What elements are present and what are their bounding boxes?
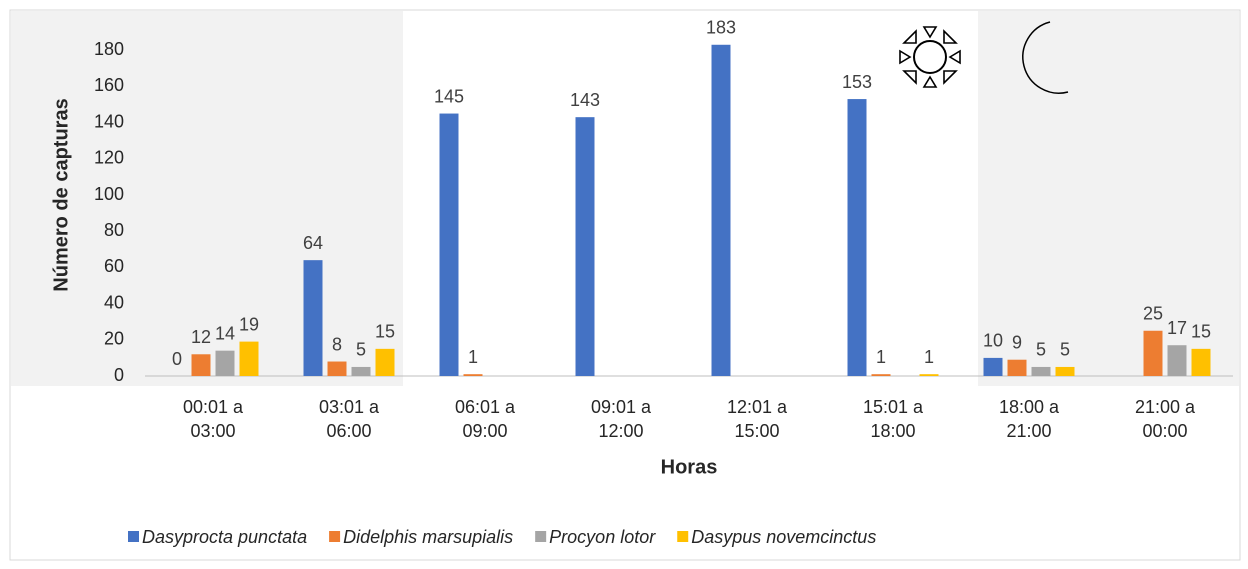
legend-swatch: [128, 531, 139, 542]
bar: [919, 374, 939, 376]
value-label: 5: [1060, 340, 1070, 360]
bar: [375, 348, 395, 376]
x-tick-label: 12:01 a 15:00: [727, 397, 788, 441]
legend-swatch: [329, 531, 341, 542]
x-tick-label: 03:01 a 06:00: [319, 397, 380, 441]
x-tick-label: 21:00 a 00:00: [1135, 397, 1196, 441]
legend-label: Dasypus novemcinctus: [691, 527, 876, 547]
sun-icon: [899, 26, 961, 88]
value-label: 25: [1143, 304, 1163, 324]
bar: [1191, 348, 1211, 376]
y-tick-label: 20: [104, 329, 124, 349]
bar: [351, 366, 371, 376]
bar: [1167, 345, 1187, 376]
x-tick-label: 06:01 a 09:00: [455, 397, 516, 441]
x-tick-label: 09:01 a 12:00: [591, 397, 652, 441]
y-tick-label: 160: [94, 75, 124, 95]
moon-icon: [1022, 21, 1069, 94]
value-label: 153: [842, 72, 872, 92]
bar: [711, 44, 731, 377]
bar: [1007, 359, 1027, 376]
bar: [1055, 366, 1075, 376]
bar: [463, 374, 483, 376]
value-label: 143: [570, 90, 600, 110]
legend-label: Dasyprocta punctata: [142, 527, 307, 547]
night-shade: [11, 11, 403, 386]
value-label: 1: [876, 347, 886, 367]
bar: [191, 354, 211, 376]
value-label: 15: [1191, 322, 1211, 342]
night-shade: [978, 11, 1239, 386]
bar: [1031, 366, 1051, 376]
bar: [575, 117, 595, 377]
y-tick-label: 180: [94, 39, 124, 59]
value-label: 8: [332, 334, 342, 354]
value-label: 0: [172, 349, 182, 369]
value-label: 183: [706, 18, 736, 38]
value-label: 5: [356, 340, 366, 360]
value-label: 1: [468, 347, 478, 367]
bar: [983, 357, 1003, 376]
value-label: 15: [375, 322, 395, 342]
y-tick-label: 0: [114, 365, 124, 385]
y-tick-label: 40: [104, 292, 124, 312]
value-label: 19: [239, 314, 259, 334]
y-tick-label: 140: [94, 111, 124, 131]
x-tick-label: 15:01 a 18:00: [863, 397, 924, 441]
y-tick-label: 60: [104, 256, 124, 276]
bar: [327, 361, 347, 376]
value-label: 64: [303, 233, 323, 253]
value-label: 1: [924, 347, 934, 367]
x-tick-label: 00:01 a 03:00: [183, 397, 244, 441]
bar: [1143, 330, 1163, 376]
value-label: 9: [1012, 332, 1022, 352]
bar: [215, 350, 235, 376]
legend-label: Procyon lotor: [549, 527, 656, 547]
value-label: 10: [983, 331, 1003, 351]
value-label: 145: [434, 86, 464, 106]
value-label: 17: [1167, 318, 1187, 338]
bar: [847, 99, 867, 376]
y-tick-label: 80: [104, 220, 124, 240]
legend-label: Didelphis marsupialis: [343, 527, 513, 547]
bar: [239, 341, 259, 376]
y-tick-label: 100: [94, 184, 124, 204]
bar: [439, 113, 459, 377]
y-axis-title: Número de capturas: [50, 98, 72, 291]
x-tick-label: 18:00 a 21:00: [999, 397, 1060, 441]
value-label: 5: [1036, 340, 1046, 360]
bar: [871, 374, 891, 376]
x-axis-title: Horas: [661, 456, 718, 478]
value-label: 12: [191, 327, 211, 347]
legend-swatch: [677, 531, 689, 542]
bar: [303, 260, 323, 376]
y-tick-label: 120: [94, 148, 124, 168]
legend-swatch: [535, 531, 547, 542]
value-label: 14: [215, 323, 235, 343]
